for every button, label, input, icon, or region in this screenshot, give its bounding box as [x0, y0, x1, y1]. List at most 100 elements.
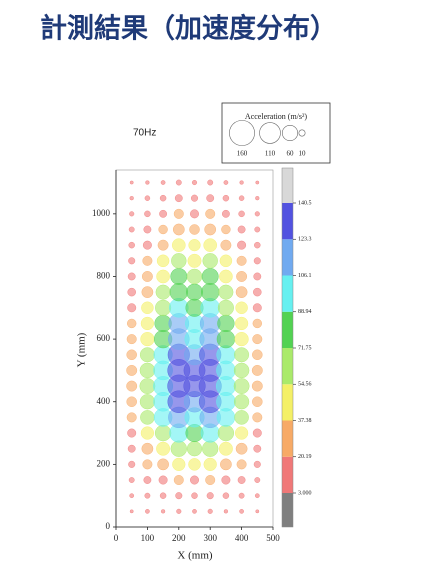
bubble — [234, 426, 249, 440]
bubble — [189, 224, 200, 235]
bubble — [237, 225, 246, 234]
bubble — [233, 394, 250, 410]
bubble — [252, 396, 263, 408]
bubble — [129, 196, 134, 201]
bubble — [141, 286, 154, 299]
colorbar-band — [282, 493, 293, 527]
colorbar-band — [282, 420, 293, 457]
size-legend-circle — [229, 120, 255, 146]
bubble — [139, 394, 156, 410]
y-tick-label: 200 — [97, 458, 111, 468]
bubble — [128, 460, 136, 468]
bubble — [222, 492, 230, 499]
bubble — [187, 253, 202, 268]
bubble — [126, 396, 137, 408]
bubble — [234, 347, 250, 363]
bubble — [186, 441, 203, 457]
bubble — [235, 286, 248, 299]
bubble — [223, 509, 229, 514]
bubble — [127, 272, 136, 281]
colorbar-label: 37.38 — [298, 418, 312, 424]
bubble — [251, 380, 263, 392]
bubble — [160, 509, 166, 514]
x-tick-label: 0 — [114, 533, 119, 543]
bubble — [139, 362, 156, 379]
bubble — [172, 457, 186, 471]
colorbar-band — [282, 203, 293, 240]
bubble — [173, 208, 184, 219]
bubble — [156, 269, 170, 284]
x-tick-label: 300 — [203, 533, 217, 543]
bubble — [127, 303, 137, 313]
bubble — [128, 257, 136, 265]
colorbar-band — [282, 384, 293, 421]
bubble — [170, 440, 187, 457]
bubble — [239, 508, 244, 514]
bubble — [158, 475, 168, 485]
bubble — [206, 492, 214, 500]
bubble — [175, 179, 182, 186]
bubble — [252, 334, 263, 345]
bubble — [190, 209, 199, 219]
bubble — [254, 226, 261, 233]
bubble — [205, 475, 216, 486]
bubble — [252, 303, 262, 313]
size-legend-circle — [298, 129, 306, 137]
colorbar-label: 3.000 — [298, 490, 312, 496]
size-legend-label: 160 — [237, 150, 248, 158]
bubble — [217, 299, 234, 316]
y-tick-label: 1000 — [92, 208, 111, 218]
bubble — [254, 493, 260, 499]
bubble — [236, 459, 247, 470]
bubble — [173, 475, 184, 486]
y-axis-label: Y (mm) — [76, 332, 88, 367]
bubble — [155, 284, 171, 300]
bubble — [175, 492, 183, 500]
bubble — [192, 508, 197, 514]
colorbar-band — [282, 239, 293, 276]
colorbar-band — [282, 348, 293, 385]
bubble — [140, 316, 155, 331]
bubble — [255, 180, 260, 185]
bubble — [141, 271, 153, 282]
colorbar-label: 123.3 — [298, 237, 312, 243]
bubble — [237, 476, 246, 484]
bubble — [203, 238, 218, 252]
bubble — [254, 477, 261, 483]
bubble — [201, 282, 220, 302]
bubble — [253, 444, 262, 453]
colorbar-band — [282, 311, 293, 348]
size-legend-title: Acceleration (m/s²) — [245, 112, 307, 121]
bubble — [142, 255, 153, 266]
bubble — [218, 441, 233, 456]
bubble — [142, 459, 153, 470]
bubble — [186, 268, 203, 285]
bubble — [156, 441, 171, 456]
bubble — [128, 226, 135, 233]
bubble — [145, 180, 150, 185]
bubble — [221, 209, 230, 218]
bubble — [141, 301, 154, 315]
bubble — [140, 332, 155, 347]
bubble — [235, 442, 248, 455]
bubble — [253, 257, 261, 265]
bubble — [128, 477, 135, 483]
bubble — [253, 287, 262, 297]
bubble — [235, 301, 248, 315]
bubble — [233, 362, 250, 379]
bubble — [127, 287, 136, 297]
bubble — [144, 195, 151, 201]
bubble — [238, 210, 245, 218]
bubble — [191, 179, 198, 186]
bubble — [129, 211, 135, 217]
x-tick-label: 200 — [172, 533, 186, 543]
bubble — [238, 492, 245, 499]
x-tick-label: 500 — [266, 533, 280, 543]
bubble — [144, 210, 151, 218]
y-tick-label: 400 — [97, 396, 111, 406]
bubble — [140, 426, 155, 440]
y-tick-label: 800 — [97, 271, 111, 281]
bubble — [237, 240, 247, 250]
bubble — [188, 239, 201, 252]
bubble — [202, 440, 219, 457]
